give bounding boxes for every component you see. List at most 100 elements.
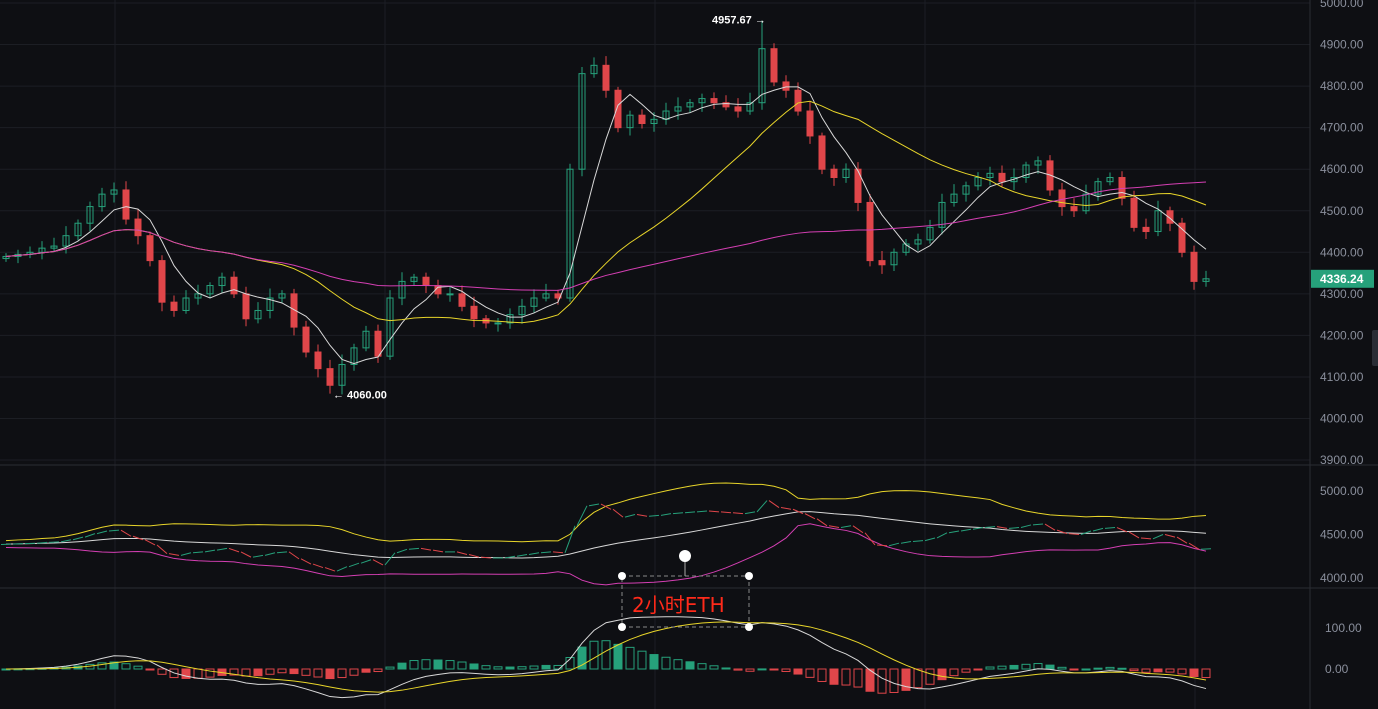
- candle-body: [950, 193, 958, 203]
- macd-histogram-bar: [1153, 668, 1163, 673]
- candle-body: [218, 276, 226, 287]
- last-price-label: 4336.24: [1320, 272, 1364, 286]
- candle: [902, 239, 910, 256]
- candle: [1106, 172, 1114, 186]
- macd-histogram-bar: [973, 668, 983, 671]
- band-mini-candle: [756, 500, 768, 513]
- drawing-resize-handle: [618, 623, 626, 631]
- candle: [386, 290, 394, 360]
- macd-histogram-bar: [829, 668, 839, 685]
- macd-histogram-bar: [1069, 668, 1079, 671]
- macd-histogram-bar: [1045, 664, 1055, 670]
- band-mini-candle: [984, 526, 996, 529]
- candle-body: [446, 293, 454, 296]
- macd-histogram-bar: [133, 665, 143, 670]
- collapse-panel-handle[interactable]: [1372, 330, 1378, 366]
- macd-histogram-bar: [325, 668, 335, 680]
- ma-20-line: [5, 100, 1207, 324]
- macd-histogram-bar: [349, 668, 359, 676]
- macd-histogram-bar: [97, 662, 107, 670]
- band-mini-candle: [828, 525, 840, 529]
- macd-histogram-bar: [613, 643, 623, 670]
- band-mini-candle: [576, 505, 588, 527]
- price-tick-label: 4200.00: [1320, 328, 1364, 342]
- macd-histogram-bar: [553, 664, 563, 670]
- band-mini-candle: [36, 541, 48, 544]
- macd-histogram-bar: [901, 668, 911, 691]
- candle-body: [278, 293, 286, 299]
- candle: [266, 288, 274, 319]
- text-drawing[interactable]: 2小时ETH: [618, 550, 753, 631]
- candle-body: [98, 193, 106, 208]
- candle: [662, 102, 670, 125]
- band-mini-candle: [600, 503, 612, 510]
- band-mini-candle: [900, 540, 912, 544]
- candle-body: [770, 48, 778, 83]
- candle: [530, 289, 538, 313]
- band-mini-candle: [1152, 534, 1164, 540]
- band-mini-candle: [72, 536, 84, 541]
- candle-body: [638, 114, 646, 124]
- candle-body: [1202, 278, 1210, 282]
- price-tick-label: 4400.00: [1320, 245, 1364, 259]
- ma-60-line: [5, 181, 1207, 291]
- candle-body: [578, 73, 586, 170]
- candle-body: [302, 326, 310, 353]
- candle: [458, 285, 466, 312]
- candle-body: [974, 177, 982, 187]
- macd-histogram-bar: [373, 668, 383, 673]
- macd-histogram-bar: [229, 668, 239, 676]
- drawing-resize-handle: [745, 623, 753, 631]
- band-mini-candle: [636, 513, 648, 517]
- candle-body: [746, 102, 754, 112]
- candle-body: [1166, 210, 1174, 224]
- candle-body: [998, 172, 1006, 183]
- band-mini-candle: [1044, 523, 1056, 531]
- candle-body: [914, 239, 922, 245]
- candle: [146, 231, 154, 267]
- candle: [2, 253, 10, 262]
- candle-body: [1070, 206, 1078, 212]
- candle: [74, 219, 82, 241]
- candle-body: [1094, 181, 1102, 195]
- band-tick-label: 4000.00: [1320, 571, 1364, 585]
- candle: [926, 219, 934, 244]
- band-mini-candle: [156, 544, 168, 555]
- band-mini-candle: [516, 554, 528, 557]
- candle: [302, 320, 310, 358]
- candle-body: [614, 89, 622, 129]
- macd-histogram-bar: [841, 668, 851, 686]
- band-mini-candle: [792, 508, 804, 515]
- candle: [734, 98, 742, 118]
- macd-histogram-bar: [313, 668, 323, 678]
- band-mini-candle: [732, 512, 744, 515]
- macd-histogram-bar: [1093, 667, 1103, 670]
- candle: [1022, 161, 1030, 183]
- candle: [26, 246, 34, 259]
- candle: [218, 272, 226, 293]
- candle: [122, 181, 130, 225]
- price-tick-label: 4100.00: [1320, 370, 1364, 384]
- macd-histogram-bar: [109, 661, 119, 670]
- macd-histogram-bar: [961, 668, 971, 673]
- band-mini-candle: [120, 529, 132, 537]
- macd-histogram-bar: [433, 659, 443, 670]
- candle-body: [566, 168, 574, 299]
- macd-histogram-bar: [757, 668, 767, 671]
- candle-body: [650, 118, 658, 124]
- candle: [182, 290, 190, 314]
- band-mini-candle: [252, 554, 264, 558]
- macd-histogram-bar: [865, 668, 875, 692]
- candle-body: [254, 309, 262, 320]
- macd-histogram-bar: [409, 660, 419, 670]
- candle: [206, 282, 214, 298]
- price-tick-label: 4300.00: [1320, 287, 1364, 301]
- candle-body: [74, 222, 82, 237]
- candle: [614, 86, 622, 133]
- band-mini-candle: [180, 552, 192, 556]
- band-mini-candle: [1164, 534, 1176, 538]
- band-mini-candle: [456, 551, 468, 555]
- candle: [50, 237, 58, 253]
- macd-histogram-bar: [241, 668, 251, 677]
